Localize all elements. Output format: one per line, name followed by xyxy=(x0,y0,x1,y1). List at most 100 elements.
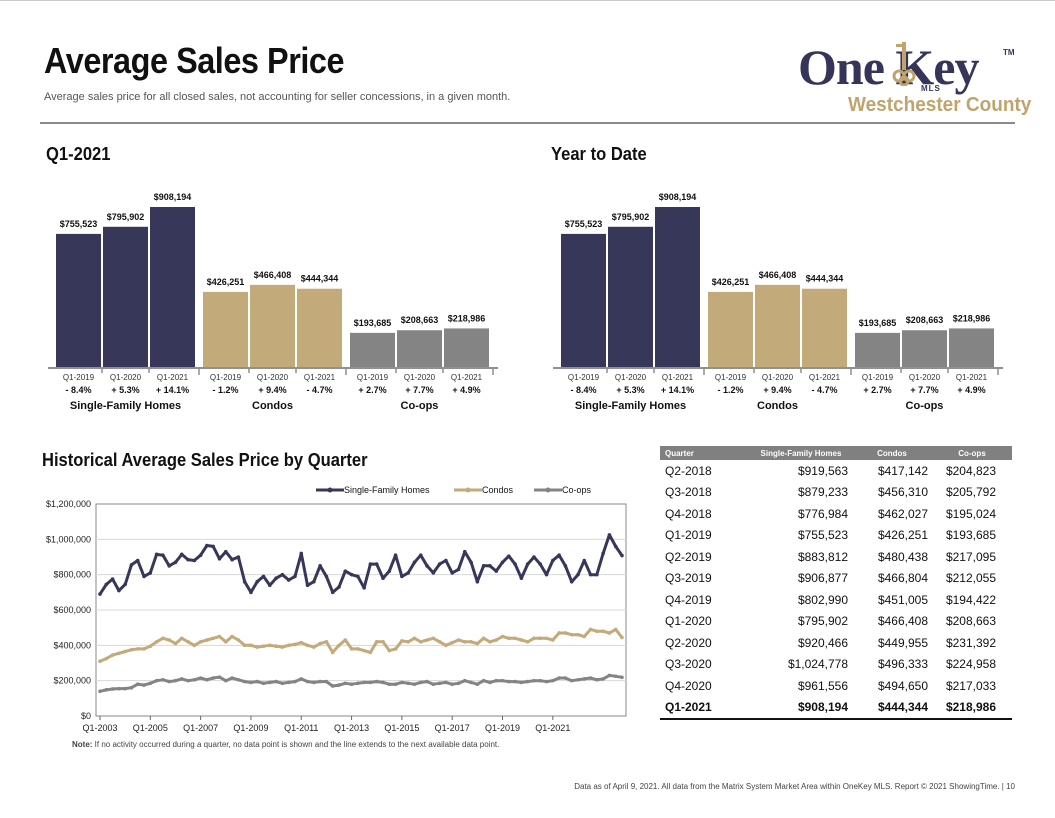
bar xyxy=(561,233,606,367)
data-point xyxy=(280,645,285,649)
table-row: Q2-2019 $883,812 $480,438 $217,095 xyxy=(660,546,1012,568)
bar-value-label: $908,194 xyxy=(659,192,697,202)
bar-value-label: $208,663 xyxy=(906,315,944,325)
data-point xyxy=(469,680,473,685)
bar-category-label: Q1-2019 xyxy=(862,373,894,382)
data-point xyxy=(261,574,266,579)
cell-quarter: Q4-2018 xyxy=(665,506,712,521)
cell-quarter: Q4-2019 xyxy=(665,592,712,607)
quarterly-table: Quarter Single-Family Homes Condos Co-op… xyxy=(660,446,1012,720)
bar-change-label: + 4.9% xyxy=(957,385,985,395)
header-quarter: Quarter xyxy=(665,448,694,458)
cell-condos: $456,310 xyxy=(877,485,928,500)
x-tick-label: Q1-2005 xyxy=(133,723,168,733)
bar-value-label: $795,902 xyxy=(107,212,145,222)
bar xyxy=(56,233,101,367)
data-point xyxy=(456,567,461,572)
data-point xyxy=(148,681,153,686)
bar-change-label: + 14.1% xyxy=(661,385,694,395)
data-point xyxy=(462,678,467,683)
bar-category-label: Q1-2019 xyxy=(715,373,747,382)
bar-change-label: - 1.2% xyxy=(212,385,238,395)
data-point xyxy=(318,641,322,646)
data-point xyxy=(98,592,102,596)
q1-chart-title: Q1-2021 xyxy=(46,144,111,164)
data-point xyxy=(129,563,134,567)
data-point xyxy=(236,555,241,559)
bar-value-label: $426,251 xyxy=(712,277,750,287)
q1-bar-chart: $755,523 Q1-2019 - 8.4% $795,902 Q1-2020 + 5.… xyxy=(48,192,498,412)
data-point xyxy=(613,544,618,549)
data-point xyxy=(613,627,618,632)
data-point xyxy=(198,553,203,558)
data-point xyxy=(173,641,178,646)
data-point xyxy=(563,564,568,568)
bar-category-label: Q1-2020 xyxy=(909,373,941,382)
cell-coops: $204,823 xyxy=(945,463,996,478)
data-point xyxy=(161,677,165,682)
data-point xyxy=(255,679,260,684)
data-point xyxy=(462,549,467,554)
data-point xyxy=(544,572,549,577)
data-point xyxy=(230,557,234,562)
data-point xyxy=(249,680,253,685)
bar-change-label: + 5.3% xyxy=(616,385,644,395)
data-point xyxy=(286,643,291,648)
bar-value-label: $218,986 xyxy=(953,313,991,323)
cell-condos: $480,438 xyxy=(877,549,928,564)
data-point xyxy=(412,682,417,686)
bar-category-label: Q1-2019 xyxy=(210,373,242,382)
data-point xyxy=(425,564,429,568)
data-point xyxy=(268,643,272,648)
cell-condos: $444,344 xyxy=(877,700,928,715)
data-point xyxy=(500,560,505,565)
cell-quarter: Q2-2018 xyxy=(665,463,712,478)
cell-condos: $462,027 xyxy=(877,506,928,521)
data-point xyxy=(368,680,373,685)
data-point xyxy=(148,571,153,575)
cell-condos: $466,804 xyxy=(877,571,928,586)
y-tick-label: $0 xyxy=(81,711,91,721)
data-point xyxy=(205,543,209,548)
cell-coops: $224,958 xyxy=(945,657,996,672)
legend-marker xyxy=(545,487,551,493)
cell-condos: $449,955 xyxy=(877,635,928,650)
data-point xyxy=(450,571,454,575)
cell-quarter: Q1-2021 xyxy=(665,700,712,715)
data-point xyxy=(462,640,467,644)
cell-quarter: Q2-2019 xyxy=(665,549,712,564)
data-point xyxy=(437,640,442,644)
data-point xyxy=(337,585,341,589)
data-point xyxy=(393,647,398,651)
header-coops: Co-ops xyxy=(958,448,986,458)
data-point xyxy=(293,679,297,684)
bar xyxy=(802,288,847,367)
bar xyxy=(297,288,342,367)
bar xyxy=(444,328,489,367)
data-point xyxy=(217,634,222,639)
y-tick-label: $1,200,000 xyxy=(46,499,91,509)
bar-change-label: + 14.1% xyxy=(156,385,189,395)
data-point xyxy=(374,679,379,684)
cell-quarter: Q2-2020 xyxy=(665,635,712,650)
data-point xyxy=(374,562,379,566)
cell-quarter: Q1-2019 xyxy=(665,528,712,543)
data-point xyxy=(110,687,115,691)
cell-sfh: $755,523 xyxy=(797,528,848,543)
data-point xyxy=(123,686,127,691)
data-point xyxy=(475,579,480,584)
data-point xyxy=(161,553,165,558)
data-point xyxy=(343,681,348,686)
data-point xyxy=(324,574,329,579)
cell-quarter: Q4-2020 xyxy=(665,678,712,693)
data-point xyxy=(513,679,517,684)
data-point xyxy=(362,680,366,685)
bar-change-label: + 7.7% xyxy=(405,385,433,395)
data-point xyxy=(154,640,159,644)
bar-value-label: $755,523 xyxy=(565,219,603,229)
data-point xyxy=(607,533,612,537)
x-tick-label: Q1-2019 xyxy=(485,723,520,733)
bar xyxy=(902,330,947,367)
data-point xyxy=(217,556,222,561)
data-point xyxy=(242,643,247,648)
